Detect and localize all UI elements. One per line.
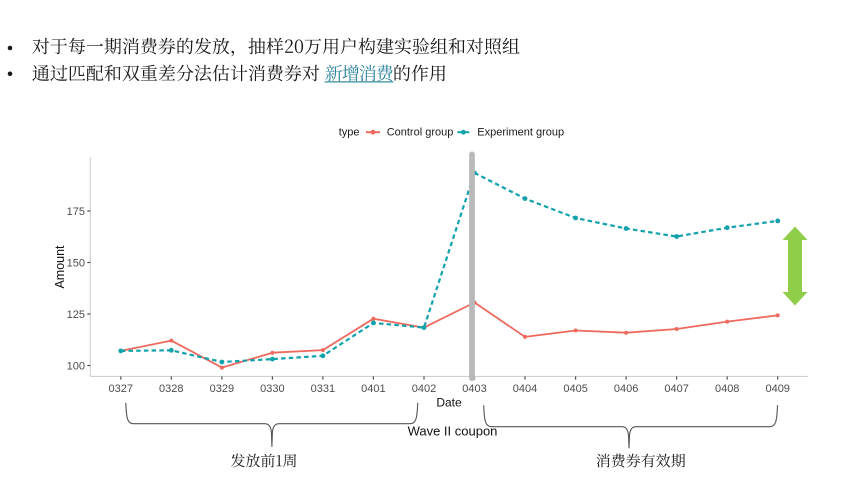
svg-text:Wave II coupon: Wave II coupon: [408, 423, 498, 438]
svg-text:0409: 0409: [765, 383, 789, 395]
svg-text:100: 100: [67, 360, 85, 372]
svg-text:0408: 0408: [715, 383, 739, 395]
svg-text:0328: 0328: [159, 383, 183, 395]
svg-text:type: type: [339, 127, 360, 139]
svg-text:0407: 0407: [664, 383, 688, 395]
svg-text:0329: 0329: [210, 383, 234, 395]
svg-text:0404: 0404: [513, 383, 537, 395]
svg-text:Date: Date: [436, 395, 462, 409]
svg-text:175: 175: [67, 206, 85, 218]
svg-text:125: 125: [67, 309, 85, 321]
svg-text:150: 150: [67, 257, 85, 269]
svg-text:0331: 0331: [311, 383, 335, 395]
svg-text:0405: 0405: [563, 383, 587, 395]
svg-text:0402: 0402: [412, 383, 436, 395]
svg-text:Amount: Amount: [53, 245, 67, 289]
svg-text:Control group: Control group: [387, 127, 454, 139]
svg-text:0406: 0406: [614, 383, 638, 395]
svg-text:0401: 0401: [361, 383, 385, 395]
svg-text:0330: 0330: [260, 383, 284, 395]
svg-text:0327: 0327: [109, 383, 133, 395]
svg-text:0403: 0403: [462, 383, 486, 395]
svg-text:Experiment group: Experiment group: [477, 127, 564, 139]
